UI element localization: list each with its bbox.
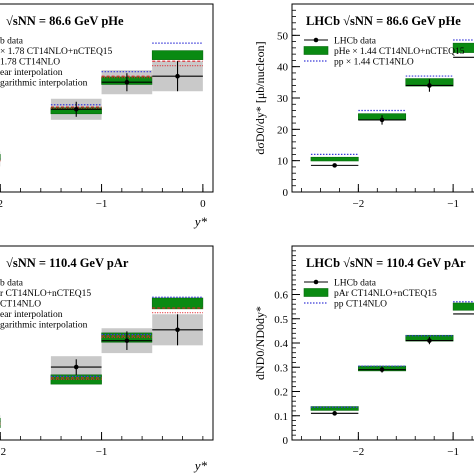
- x-tick-label: −1: [96, 446, 108, 458]
- y-tick-label: 50: [277, 30, 289, 42]
- panel-top-left: 2 −1 0 y* √sNN = 86.6 GeV pHe b data× 1.78 CT…: [0, 3, 214, 229]
- x-tick-label: −1: [447, 198, 459, 210]
- bin: [358, 109, 407, 125]
- legend-entry: CT14NLO: [0, 300, 41, 310]
- plot-frame: [291, 245, 474, 441]
- data-point: [427, 83, 432, 88]
- bin: [310, 406, 359, 416]
- legend-entry: ear interpolation: [0, 68, 63, 78]
- bin: [151, 296, 204, 346]
- legend-entry: r CT14NLO+nCTEQ15: [0, 289, 91, 299]
- panel-title: √sNN = 86.6 GeV pHe: [6, 14, 124, 28]
- x-axis-label: y*: [193, 214, 208, 229]
- legend-data-dot: [313, 279, 319, 285]
- y-tick-label: 0: [283, 187, 289, 199]
- legend-green-swatch: [303, 46, 329, 55]
- green-model-band: [452, 302, 474, 311]
- data-point: [175, 73, 180, 79]
- green-model-band: [452, 42, 474, 53]
- y-tick-label: 0.1: [274, 411, 288, 423]
- data-point: [379, 117, 385, 123]
- plot-area: [310, 39, 474, 168]
- legend-entry: garithmic interpolation: [0, 79, 88, 89]
- bin: [151, 42, 204, 92]
- y-tick-label: 40: [277, 62, 289, 74]
- legend-entry: pp × 1.44 CT14NLO: [334, 58, 414, 68]
- legend-entry: ear interpolation: [0, 310, 63, 320]
- data-point: [73, 364, 79, 370]
- legend-entry: pAr CT14NLO+nCTEQ15: [334, 289, 437, 299]
- plot-frame: [0, 3, 214, 193]
- plot-area: [0, 296, 204, 428]
- panel-bottom-right: −2 −1 0 0.1 0.2 0.3 0.4 0.5 0.6 dND0/ND0dy* LHCb √…: [253, 245, 474, 458]
- y-tick-label: 0.5: [274, 314, 288, 326]
- x-tick-label: −1: [447, 446, 459, 458]
- legend-green-swatch: [303, 288, 329, 297]
- bin: [310, 153, 359, 168]
- y-tick-label: 0: [283, 435, 289, 447]
- legend-entry: b data: [0, 279, 24, 289]
- y-axis-label: dND0/ND0dy*: [253, 306, 267, 380]
- legend-data-dot: [313, 37, 319, 43]
- y-tick-label: 0.6: [274, 290, 288, 302]
- legend-entry: LHCb data: [334, 37, 377, 47]
- x-axis-label: y*: [193, 458, 208, 473]
- legend-entry: 1.78 CT14NLO: [0, 58, 60, 68]
- legend-entry: pHe × 1.44 CT14NLO+nCTEQ15: [334, 47, 465, 57]
- panel-title: LHCb √sNN = 86.6 GeV pHe: [306, 14, 461, 28]
- data-point: [73, 106, 79, 112]
- bin: [50, 98, 102, 120]
- green-model-band: [310, 156, 359, 162]
- x-tick-label: −2: [0, 446, 6, 458]
- data-point: [427, 338, 432, 343]
- legend-entry: LHCb data: [334, 279, 377, 289]
- panel-title: LHCb √sNN = 110.4 GeV pAr: [306, 256, 466, 270]
- data-point: [124, 79, 130, 85]
- y-tick-label: 30: [277, 93, 289, 105]
- y-tick-label: 0.3: [274, 362, 288, 374]
- panel-title: √sNN = 110.4 GeV pAr: [6, 256, 129, 270]
- bin: [405, 334, 454, 345]
- x-tick-label: −2: [352, 446, 364, 458]
- y-tick-label: 0.4: [274, 338, 288, 350]
- data-point: [332, 411, 337, 416]
- bin: [101, 328, 153, 354]
- data-point: [379, 367, 385, 372]
- data-point: [175, 327, 180, 333]
- legend-entry: × 1.78 CT14NLO+nCTEQ15: [0, 47, 113, 57]
- y-tick-label: 0.2: [274, 387, 288, 399]
- bin: [452, 39, 474, 58]
- green-model-band: [151, 50, 204, 60]
- plot-area: [0, 42, 204, 167]
- bin: [358, 365, 407, 373]
- green-model-band: [151, 297, 204, 310]
- x-tick-label: −2: [352, 198, 364, 210]
- bin: [405, 75, 454, 92]
- y-tick-label: 20: [277, 124, 289, 136]
- y-tick-label: 10: [277, 156, 289, 168]
- panel-top-right: −2 −1 0 10 20 30 40 50 dσD0/dy* [μb/nucleon] LHCb…: [253, 3, 474, 210]
- y-axis-label: dσD0/dy* [μb/nucleon]: [253, 41, 267, 154]
- data-point: [124, 338, 130, 343]
- bin: [50, 356, 102, 385]
- plot-frame: [291, 3, 474, 193]
- x-tick-label: 2: [0, 198, 3, 210]
- data-point: [332, 163, 337, 168]
- legend-entry: garithmic interpolation: [0, 321, 88, 331]
- legend-entry: b data: [0, 37, 24, 47]
- x-tick-label: 0: [200, 198, 206, 210]
- plot-frame: [0, 245, 214, 441]
- green-model-band: [310, 406, 359, 411]
- bin: [101, 70, 153, 95]
- bin: [452, 301, 474, 315]
- plot-area: [310, 301, 474, 416]
- x-tick-label: −1: [96, 198, 108, 210]
- legend-entry: pp CT14NLO: [334, 300, 387, 310]
